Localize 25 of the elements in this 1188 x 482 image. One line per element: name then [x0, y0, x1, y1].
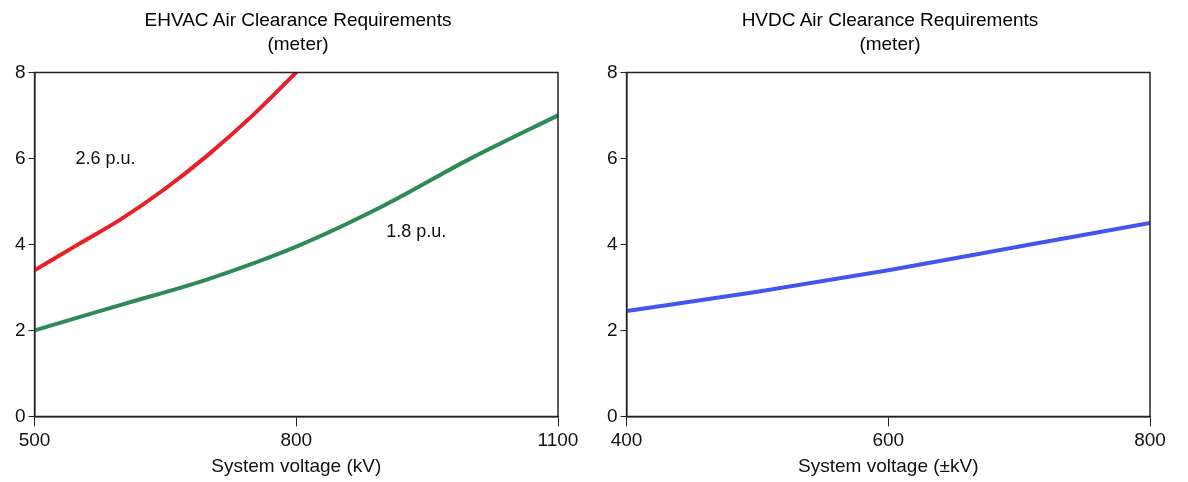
x-tick-label: 800 — [280, 429, 313, 451]
y-tick-label: 2 — [606, 318, 618, 340]
x-tick-label: 800 — [1134, 429, 1166, 451]
x-tick-label: 600 — [872, 429, 905, 451]
line-series — [626, 220, 1150, 314]
y-tick-label: 8 — [14, 60, 26, 82]
y-tick-label: 0 — [14, 404, 26, 426]
x-tick-label: 500 — [18, 429, 51, 451]
x-axis-title: System voltage (kV) — [211, 454, 382, 476]
y-tick-label: 6 — [606, 146, 618, 168]
y-tick-label: 2 — [14, 318, 26, 340]
y-tick-label: 4 — [606, 232, 618, 254]
y-tick-label: 0 — [606, 404, 618, 426]
x-tick-label: 400 — [610, 429, 643, 451]
series-label: 2.6 p.u. — [75, 147, 136, 168]
y-tick-label: 6 — [14, 146, 26, 168]
line-series — [34, 72, 299, 273]
x-tick-label: 1100 — [537, 429, 579, 451]
y-tick-label: 4 — [14, 232, 26, 254]
chart-title: EHVAC Air Clearance Requirements (meter) — [143, 8, 453, 56]
y-tick-label: 8 — [606, 60, 618, 82]
series-label: 1.8 p.u. — [386, 220, 447, 241]
line-series — [34, 113, 558, 333]
x-axis-title: System voltage (±kV) — [798, 454, 979, 476]
chart-title: HVDC Air Clearance Requirements (meter) — [740, 8, 1040, 56]
